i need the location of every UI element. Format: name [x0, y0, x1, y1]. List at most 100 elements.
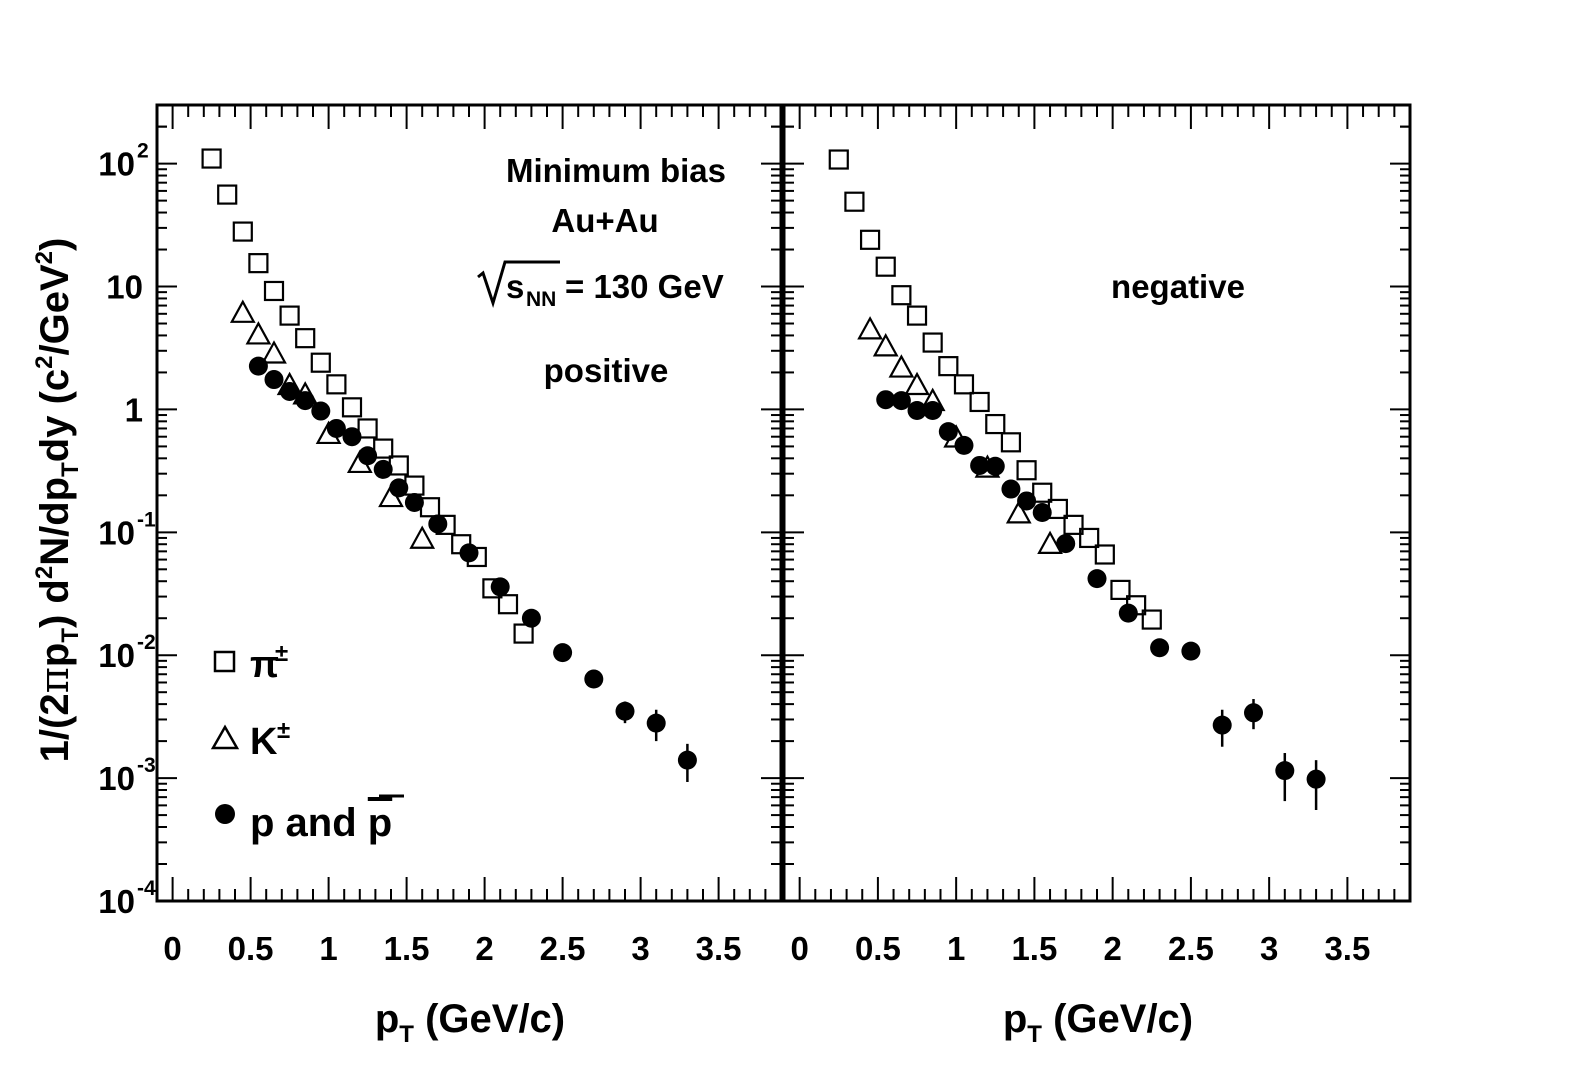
proton-point [280, 381, 300, 401]
pion-point [1079, 527, 1100, 549]
y-axis-label: 1/(2πpT) d2N/dpTdy (c2/GeV2) [31, 238, 84, 763]
x-tick-label: 1.5 [1011, 930, 1057, 967]
pion-point [232, 221, 253, 242]
pion-point [388, 455, 409, 476]
proton-point [954, 435, 974, 455]
svg-text:1/(2πpT) d2N/dpTdy (c2/GeV2): 1/(2πpT) d2N/dpTdy (c2/GeV2) [31, 238, 84, 763]
kaon-point [872, 333, 899, 357]
proton-point [1212, 715, 1232, 735]
pion-point [497, 594, 519, 615]
proton-point [1150, 638, 1170, 658]
pion-point [513, 623, 534, 644]
y-tick-label: 10 [106, 269, 143, 306]
proton-point [876, 390, 896, 410]
pion-point [310, 352, 331, 373]
kaon-point [888, 354, 915, 378]
proton-point [985, 456, 1005, 476]
proton-point [248, 356, 268, 376]
proton-point [311, 401, 331, 421]
pion-point [1094, 544, 1115, 565]
x-tick-label: 0 [790, 930, 808, 967]
x-axis-label-right: pT (GeV/c) [1003, 997, 1193, 1048]
annotation-energy-value: = 130 GeV [565, 268, 724, 305]
sqrt-sign [477, 260, 560, 309]
x-tick-label: 1 [319, 930, 337, 967]
proton-point [459, 543, 479, 563]
proton-point [1087, 569, 1107, 589]
x-tick-label: 1 [947, 930, 965, 967]
x-tick-label: 0.5 [228, 930, 274, 967]
legend-marker-square [213, 650, 236, 673]
y-tick-label: 10 [98, 146, 135, 183]
pion-point [844, 191, 865, 212]
y-tick-exponent: -1 [137, 508, 156, 531]
proton-point [615, 701, 635, 721]
x-axis-label-left: pT (GeV/c) [375, 997, 565, 1048]
pion-point [859, 229, 881, 250]
pion-point [248, 253, 269, 274]
x-tick-label: 3 [631, 930, 649, 967]
pion-point [201, 148, 222, 169]
pion-point [263, 280, 285, 302]
pion-point [279, 305, 300, 326]
annotation-minimum-bias: Minimum bias [506, 152, 726, 189]
legend: π ± K ± p and p [210, 640, 404, 845]
kaon-point [1037, 530, 1063, 554]
legend-label-pion: π [250, 644, 279, 686]
x-tick-label: 3 [1260, 930, 1278, 967]
y-tick-exponent: -3 [137, 754, 156, 777]
pion-point [1141, 609, 1162, 630]
proton-point [1118, 603, 1138, 623]
proton-point [1275, 761, 1295, 781]
proton-point [970, 455, 990, 475]
proton-point [938, 422, 958, 442]
pion-point [1000, 432, 1022, 453]
annotation-energy-sub: NN [526, 288, 556, 311]
kaon-point [904, 371, 930, 396]
x-tick-label: 3.5 [1324, 930, 1370, 967]
proton-point [553, 643, 573, 663]
pion-point [404, 475, 425, 496]
x-tick-label: 2 [475, 930, 493, 967]
proton-point [428, 514, 448, 534]
legend-sup-kaon: ± [277, 717, 290, 744]
svg-text:pT (GeV/c): pT (GeV/c) [1003, 997, 1193, 1048]
proton-point [490, 577, 510, 597]
kaon-point [261, 340, 287, 364]
legend-label-kaon: K [250, 721, 278, 763]
proton-point [1017, 491, 1037, 511]
legend-marker-triangle [210, 724, 240, 750]
y-tick-label: 10 [98, 760, 135, 797]
y-tick-exponent: -2 [137, 631, 156, 654]
legend-sup-pion: ± [275, 640, 288, 667]
x-tick-label: 0 [163, 930, 181, 967]
pion-point [953, 374, 975, 395]
proton-point [373, 459, 393, 479]
pion-point [922, 332, 943, 353]
pion-point [373, 438, 394, 459]
annotation-collision: Au+Au [551, 202, 658, 239]
proton-point [677, 750, 697, 770]
proton-point [584, 669, 604, 689]
annotation-energy-s: s [506, 268, 524, 305]
proton-point [404, 492, 424, 512]
proton-point [295, 391, 315, 411]
proton-point [521, 608, 541, 628]
x-tick-label: 3.5 [696, 930, 742, 967]
proton-point [389, 478, 409, 498]
pion-point [295, 328, 316, 349]
pion-point [969, 391, 990, 413]
pion-point [828, 149, 849, 170]
kaon-point [409, 525, 436, 549]
proton-point [1244, 703, 1263, 723]
proton-point [1001, 479, 1021, 499]
pion-point [938, 356, 959, 377]
annotation-negative: negative [1111, 268, 1245, 305]
proton-point [264, 370, 284, 390]
proton-point [342, 427, 362, 447]
kaon-point [857, 316, 883, 340]
y-tick-exponent: -4 [137, 877, 156, 900]
kaon-point [229, 299, 256, 323]
x-tick-label: 2.5 [540, 930, 586, 967]
